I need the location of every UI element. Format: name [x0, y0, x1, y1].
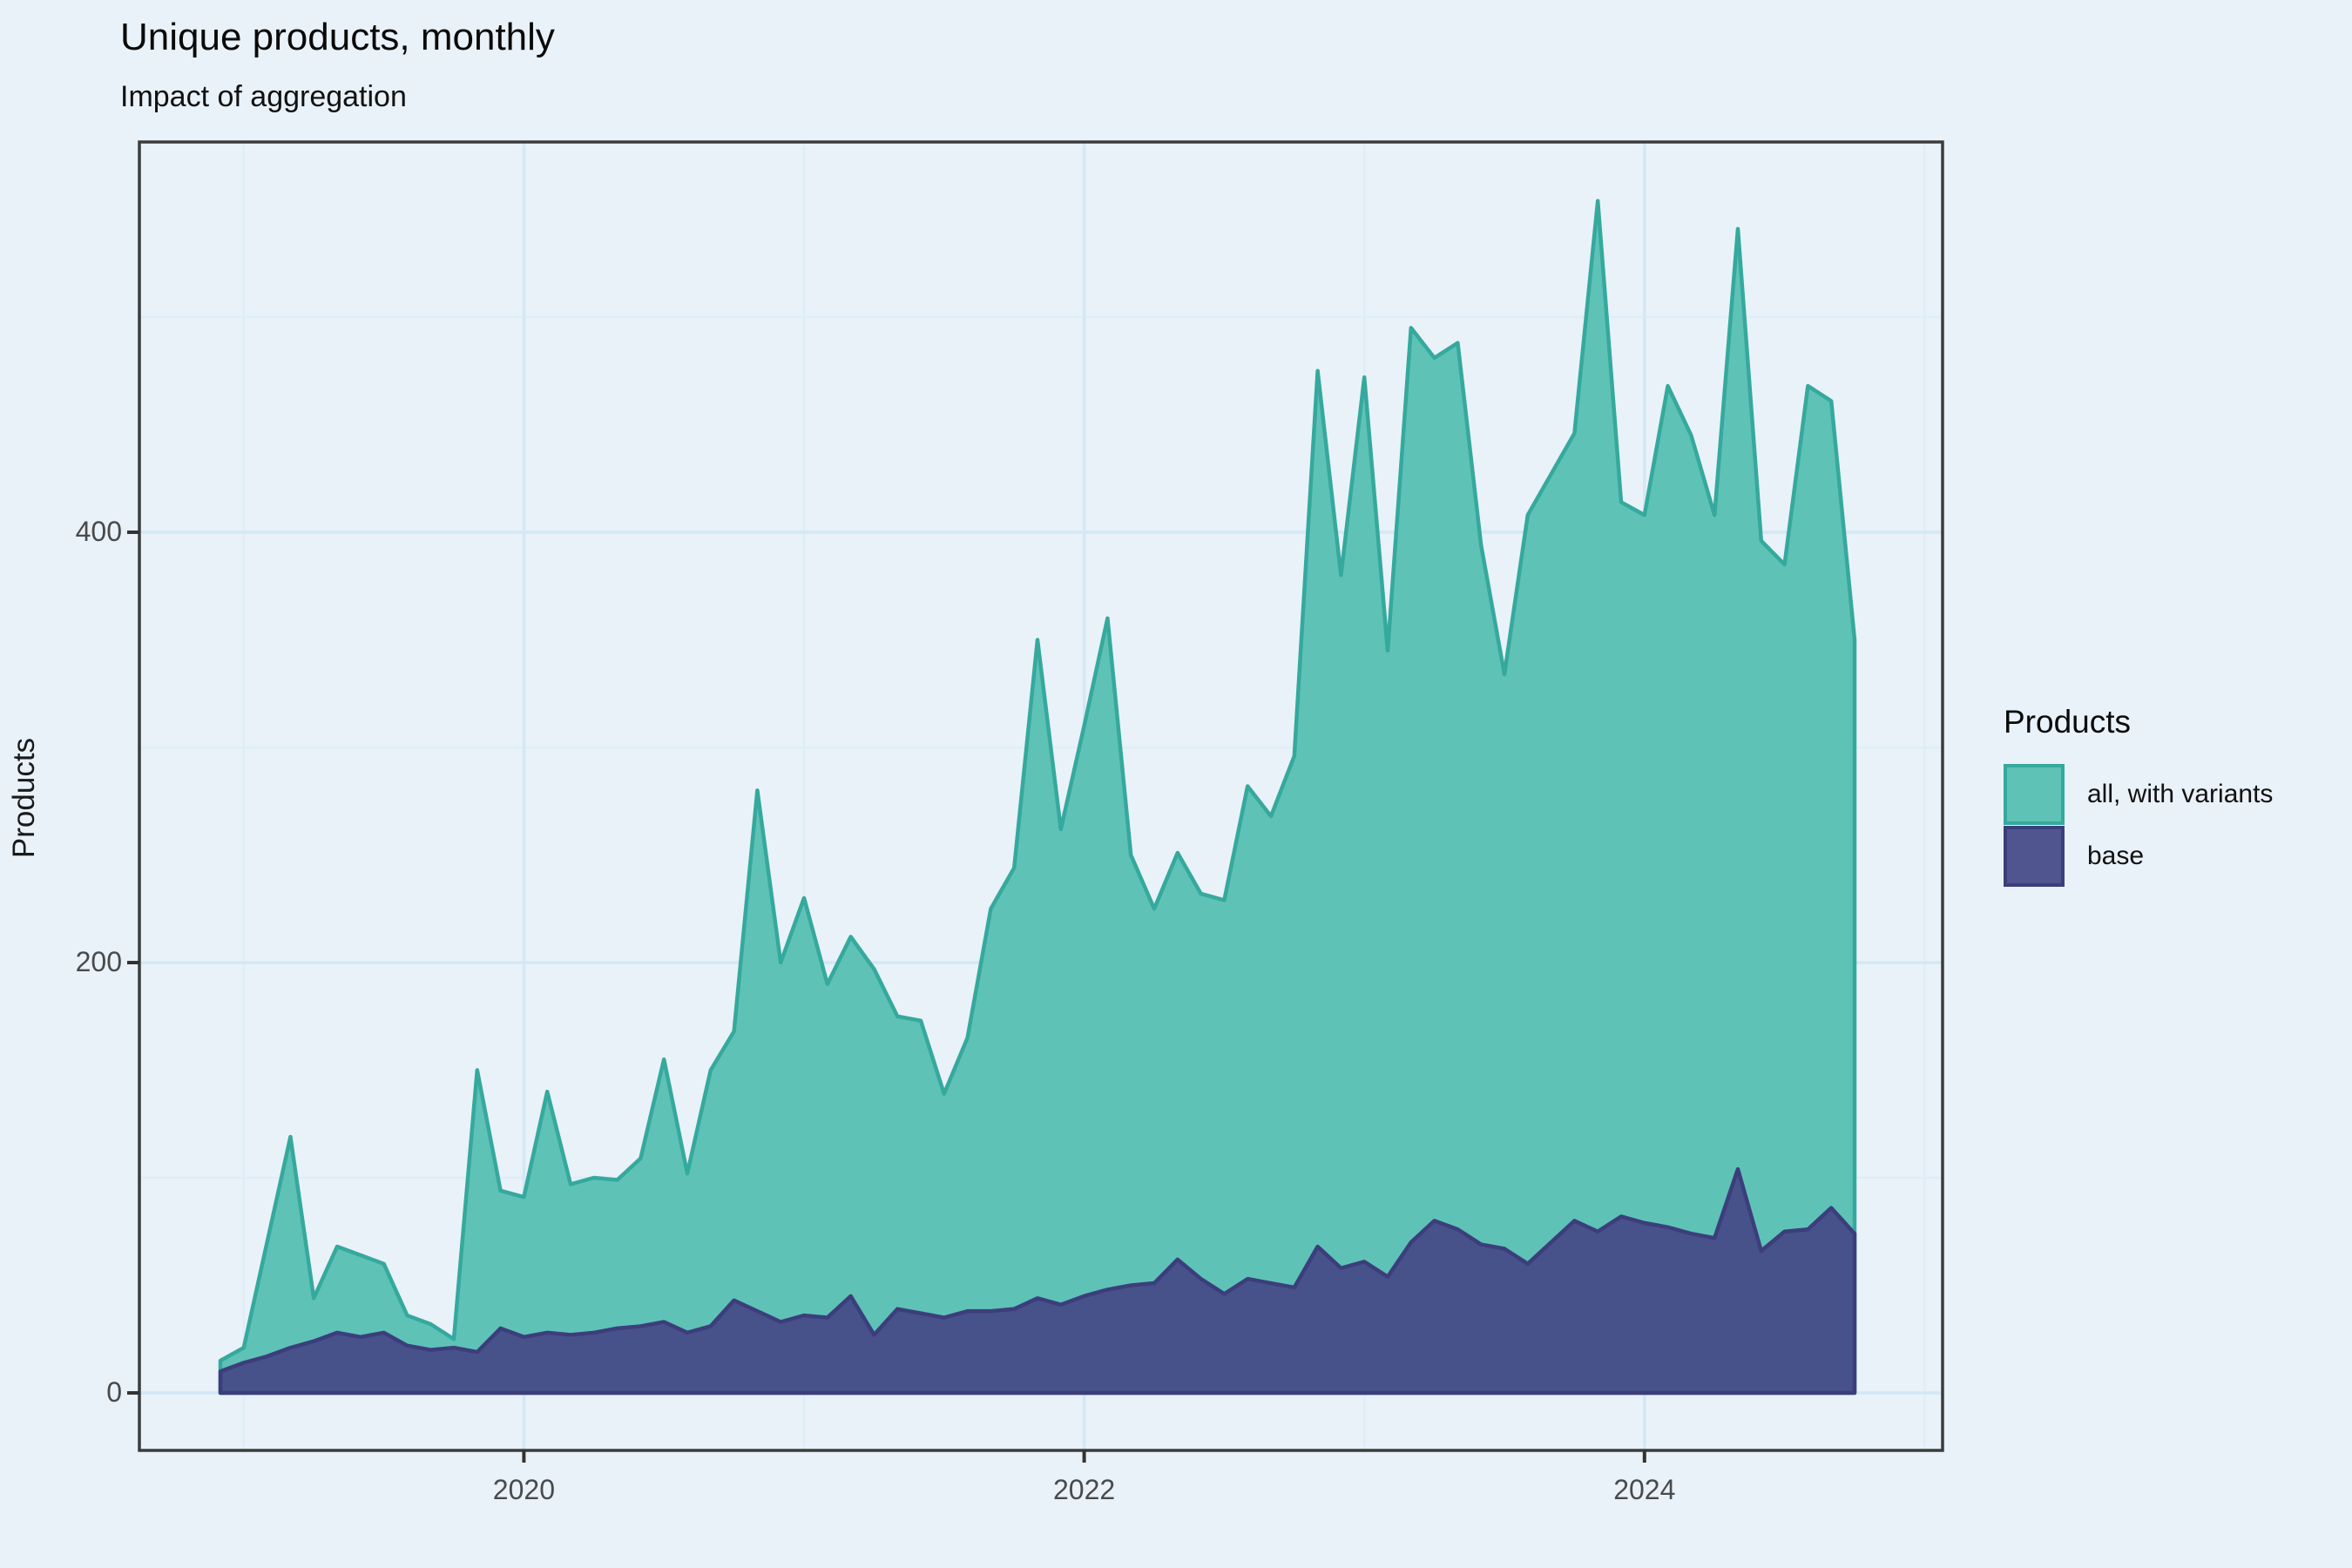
legend-row-base: base	[2004, 825, 2273, 887]
x-tick-label-2022: 2022	[1053, 1474, 1116, 1505]
x-tick-label-2024: 2024	[1613, 1474, 1676, 1505]
panel-border	[138, 140, 1944, 1452]
legend-title: Products	[2004, 704, 2132, 740]
y-tick-label-0: 0	[106, 1376, 122, 1408]
y-tick-label-200: 200	[75, 946, 122, 977]
area-series-all-with-variants	[218, 199, 1857, 1396]
chart-title: Unique products, monthly	[120, 16, 555, 58]
legend-label-all-with-variants: all, with variants	[2087, 779, 2274, 808]
legend-key-base	[2004, 825, 2065, 887]
y-tick-label-400: 400	[75, 516, 122, 547]
legend-key-all-with-variants	[2004, 763, 2065, 825]
x-tick-label-2020: 2020	[492, 1474, 555, 1505]
area-series-base	[218, 1166, 1857, 1396]
legend: Products all, with variants base	[2004, 704, 2273, 887]
legend-row-all-with-variants: all, with variants	[2004, 763, 2273, 825]
chart-subtitle: Impact of aggregation	[120, 80, 407, 113]
legend-label-base: base	[2087, 841, 2145, 870]
